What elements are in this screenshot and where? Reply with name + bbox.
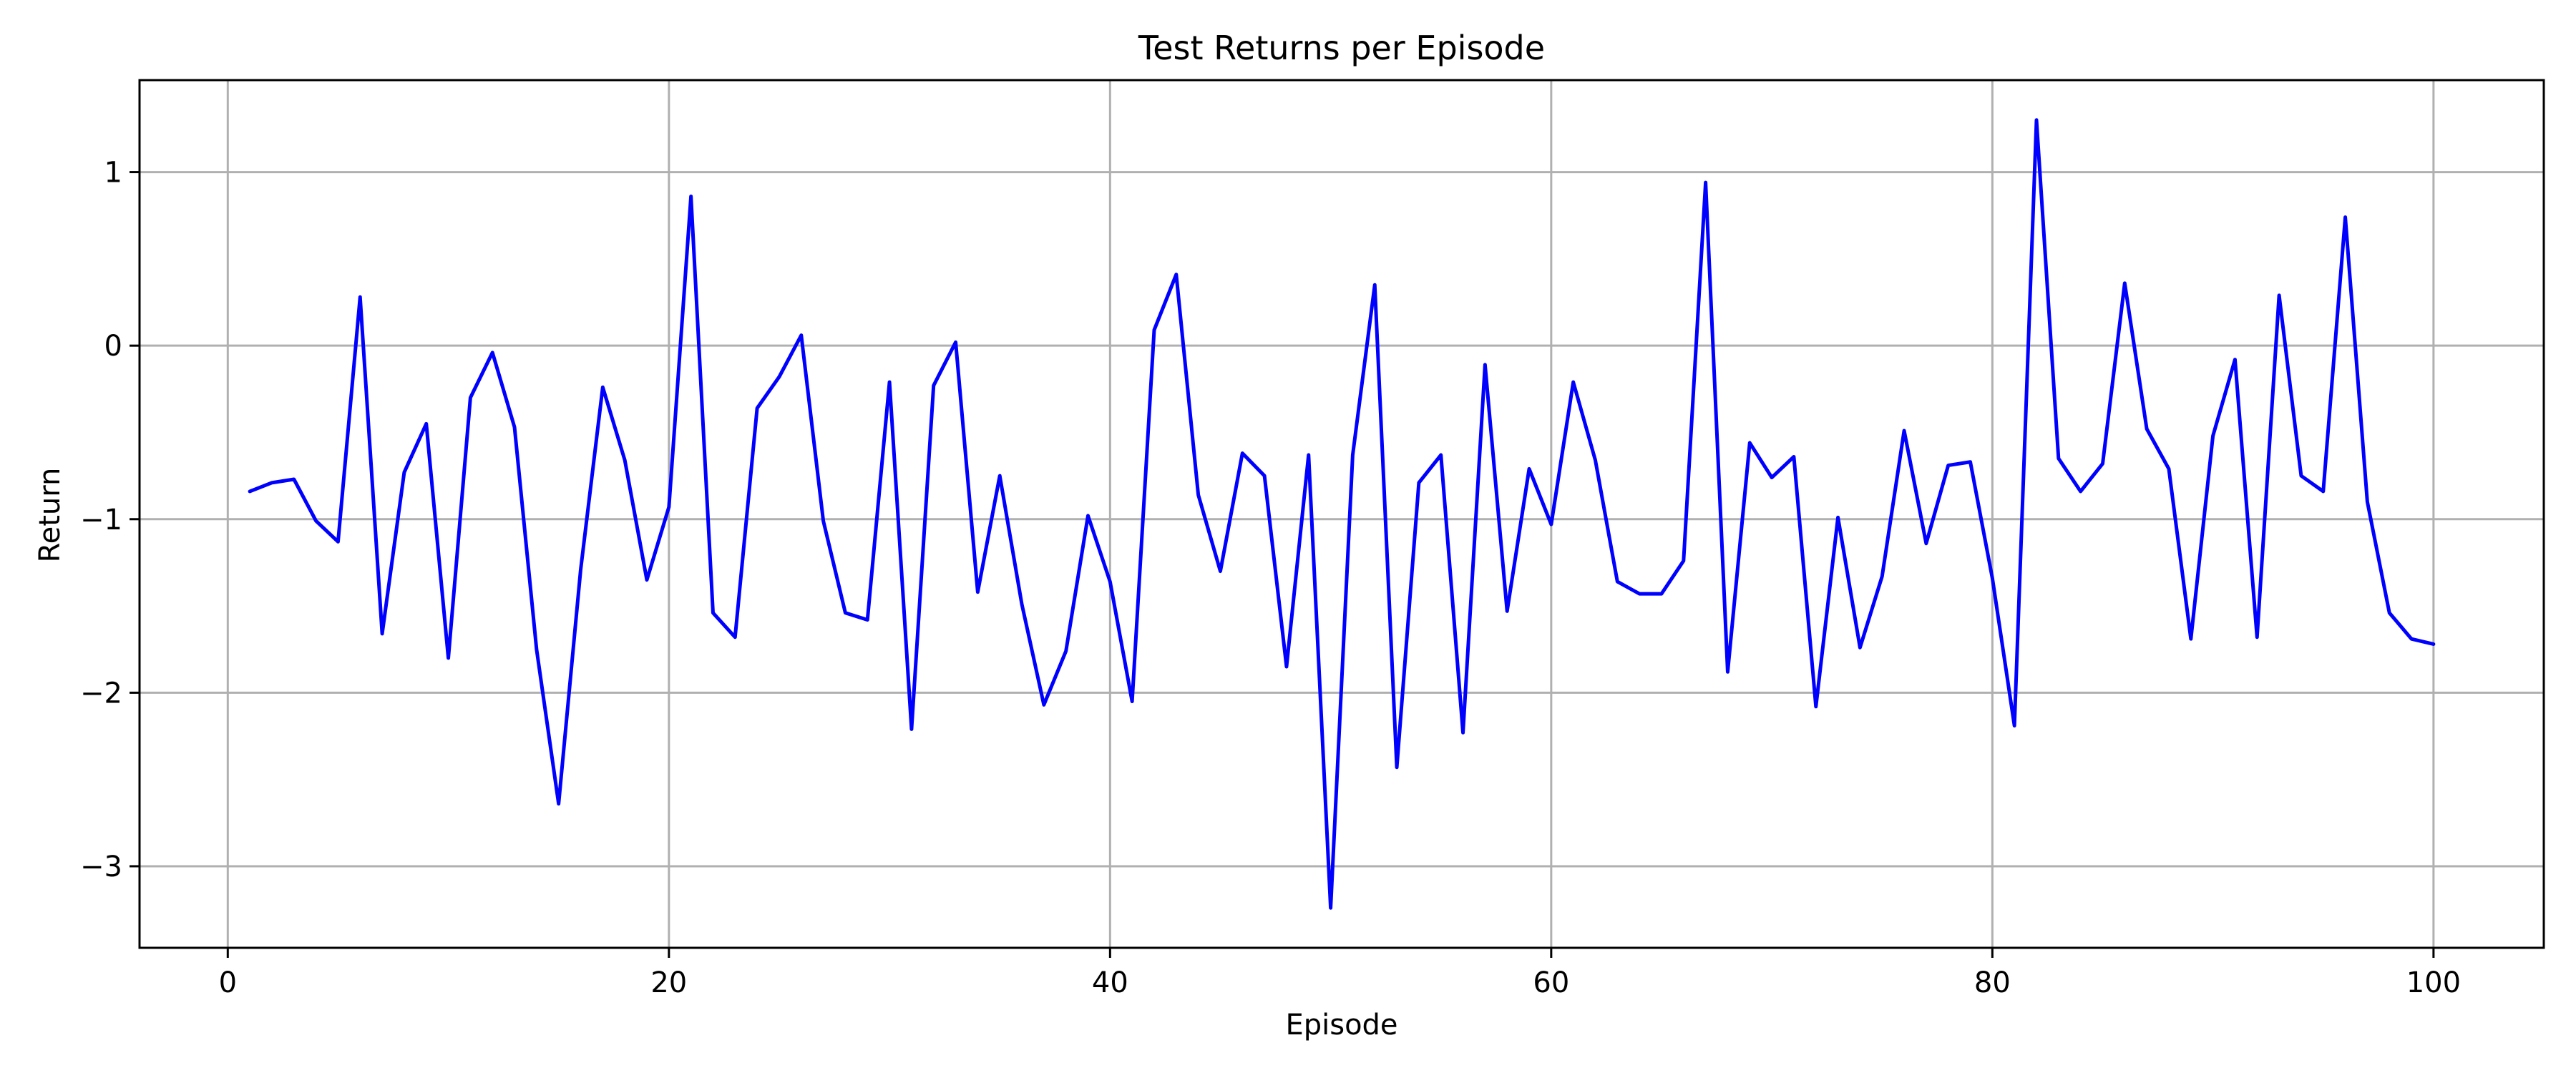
x-tick-label: 100 [2406,966,2461,999]
y-tick-label: 0 [104,330,122,363]
x-axis-label: Episode [1285,1009,1397,1042]
return-series-line [248,118,2436,910]
plot-area-frame [138,79,2545,949]
x-tick-label: 0 [219,966,237,999]
y-axis-label: Return [34,468,67,563]
x-tick-label: 20 [650,966,687,999]
y-tick-label: 1 [104,157,122,190]
y-tick-label: −2 [80,677,122,710]
x-tick-label: 80 [1974,966,2011,999]
chart-title: Test Returns per Episode [1138,29,1545,67]
x-tick-label: 40 [1092,966,1128,999]
grid-lines [140,80,2544,948]
x-tick-label: 60 [1533,966,1569,999]
axis-ticks: 0 20 40 60 80 100 −3 −2 −1 0 1 [80,157,2461,999]
y-tick-label: −1 [80,504,122,536]
series-layer [248,118,2436,910]
y-tick-label: −3 [80,851,122,883]
